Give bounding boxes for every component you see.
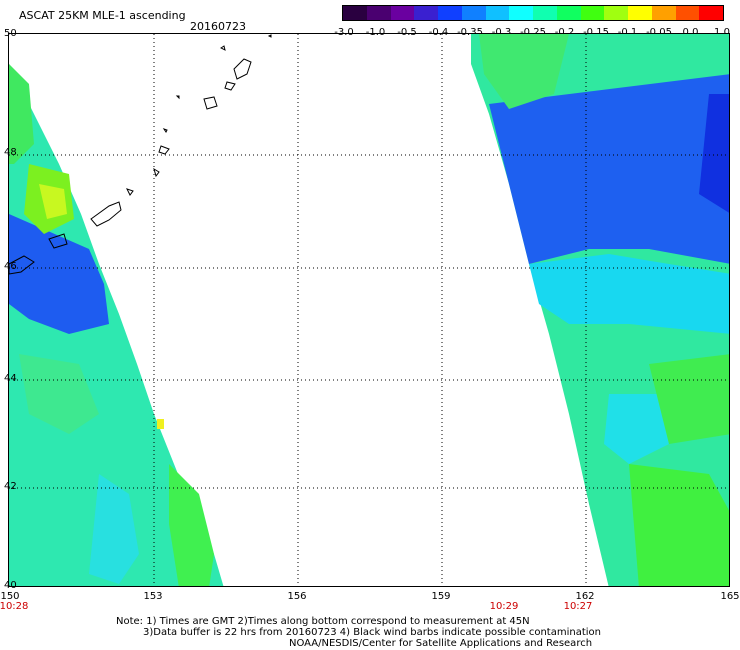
- color-scale-swatch: [390, 6, 415, 20]
- east-swath: [471, 34, 729, 586]
- lat-label-48: 48: [4, 147, 17, 158]
- color-scale-swatch: [485, 6, 510, 20]
- color-scale-tick-label: 0.0: [682, 27, 699, 38]
- color-scale-swatch: [651, 6, 676, 20]
- graticule: [9, 34, 729, 586]
- note-line-3: NOAA/NESDIS/Center for Satellite Applica…: [289, 638, 593, 649]
- color-scale-swatch: [343, 6, 367, 20]
- coastline-outline: [9, 34, 272, 275]
- lat-label-42: 42: [4, 481, 17, 492]
- lon-label-165: 165: [720, 591, 740, 602]
- west-swath: [9, 64, 224, 586]
- color-scale-tick-label: -0.1: [617, 27, 638, 38]
- color-scale-tick-label: -3.0: [334, 27, 354, 38]
- map-title: ASCAT 25KM MLE-1 ascending: [19, 9, 186, 22]
- color-scale-tick-label: -0.5: [397, 27, 417, 38]
- map-panel: [8, 33, 730, 587]
- map-canvas: [9, 34, 729, 586]
- color-scale-tick-label: -0.35: [457, 27, 483, 38]
- lon-label-153: 153: [143, 591, 163, 602]
- color-scale-swatch: [414, 6, 438, 20]
- color-scale-swatch: [604, 6, 628, 20]
- map-date: 20160723: [190, 20, 246, 33]
- color-scale-swatch: [509, 6, 533, 20]
- lat-label-40: 40: [4, 580, 17, 591]
- color-scale-tick-label: -0.15: [583, 27, 609, 38]
- lon-label-156: 156: [287, 591, 307, 602]
- color-scale-swatch: [699, 6, 723, 20]
- color-scale-tick-label: -0.25: [520, 27, 546, 38]
- color-scale-tick-label: 1.0: [714, 27, 730, 38]
- pass-time-east-1: 10:29: [489, 601, 519, 612]
- lat-label-46: 46: [4, 261, 17, 272]
- color-scale-tick-label: -0.3: [491, 27, 512, 38]
- color-scale-swatch: [366, 6, 391, 20]
- note-line-2: 3)Data buffer is 22 hrs from 20160723 4)…: [143, 627, 601, 638]
- lon-label-159: 159: [431, 591, 451, 602]
- pass-time-east-2: 10:27: [563, 601, 593, 612]
- lat-label-50: 50: [4, 28, 17, 39]
- color-scale-swatch: [675, 6, 700, 20]
- color-scale-swatch: [580, 6, 605, 20]
- color-scale-tick-label: -0.05: [646, 27, 672, 38]
- color-scale-tick-label: -0.2: [554, 27, 575, 38]
- color-scale-swatch: [628, 6, 652, 20]
- color-scale-swatch: [556, 6, 581, 20]
- lon-label-162: 162: [575, 591, 595, 602]
- color-scale-swatch: [461, 6, 486, 20]
- note-line-1: Note: 1) Times are GMT 2)Times along bot…: [116, 616, 530, 627]
- lon-label-150: 150: [0, 591, 20, 602]
- color-scale-bar: [342, 5, 724, 21]
- color-scale-swatch: [533, 6, 557, 20]
- color-scale-swatch: [438, 6, 462, 20]
- color-scale-tick-label: -1.0: [365, 27, 386, 38]
- lat-label-44: 44: [4, 373, 17, 384]
- pass-time-west: 10:28: [0, 601, 29, 612]
- color-scale-tick-label: -0.4: [428, 27, 449, 38]
